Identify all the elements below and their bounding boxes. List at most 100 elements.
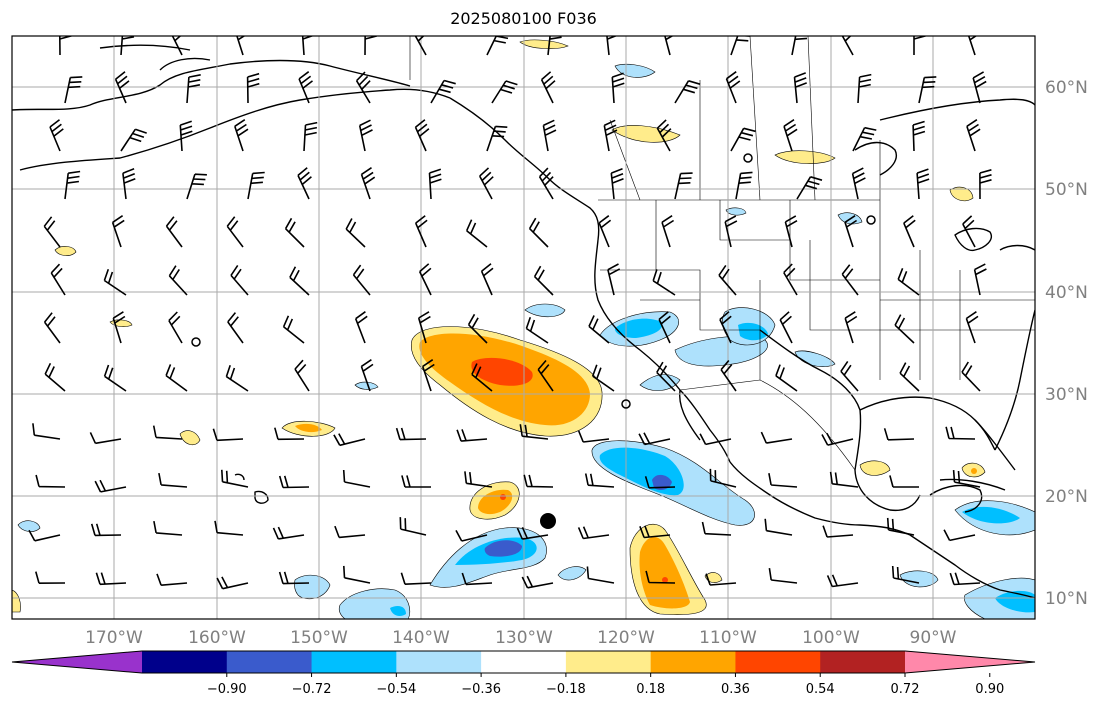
colorbar: −0.90 −0.72 −0.54 −0.36 −0.18 0.18 0.36 0.54 0.7… [11,650,1036,697]
wind-barb [516,526,549,540]
lon-label-140w: 140°W [392,628,450,648]
wind-barb [533,265,554,296]
wind-barb [168,311,183,344]
wind-barb [303,121,318,152]
lon-label-170w: 170°W [85,628,143,648]
wind-barb [891,565,920,584]
colorbar-segment [820,651,906,673]
wind-barb [661,215,675,248]
wind-barb [43,312,61,344]
wind-barb [674,172,693,200]
wind-barb [979,169,992,200]
wind-barb [28,529,61,542]
wind-barb [414,215,428,248]
wind-barb [826,574,859,588]
lon-label-90w: 90°W [910,628,957,648]
wind-barb [973,263,987,296]
wind-barb [966,119,981,152]
wind-barb [656,119,672,152]
wind-barb [598,215,612,248]
lat-label-20n: 20°N [1045,487,1088,507]
wind-barb [606,36,618,56]
wind-barb [274,427,305,441]
wind-barb [284,217,305,248]
lat-label-30n: 30°N [1045,385,1088,405]
wind-barb [278,571,310,585]
wind-barb [718,264,737,296]
wind-barb [214,520,244,536]
wind-barb [58,36,72,56]
wind-barb [764,518,793,536]
wind-barb [103,268,127,296]
wind-barb [540,71,556,104]
wind-barb [112,311,126,344]
wind-barb [841,36,854,56]
wind-barb [355,71,371,104]
wind-barb [50,263,66,296]
coastlines [12,44,1035,599]
wind-barb [730,36,750,56]
wind-barb [399,517,427,536]
wind-barb [674,80,701,104]
wind-barbs [28,36,992,590]
wind-barb [64,170,81,200]
open-circle-marker [621,399,631,409]
colorbar-tick-label: −0.90 [207,682,247,697]
wind-barb [456,429,488,442]
wind-barb [430,79,456,104]
wind-barb [725,71,741,104]
wind-barb [822,525,854,538]
wind-barb [730,127,756,152]
wind-barb [943,529,976,542]
colorbar-tick-label: 0.36 [721,682,750,697]
wind-barb [352,264,371,296]
wind-barb [967,36,978,56]
wind-barb [949,572,981,586]
wind-barb [120,128,147,152]
wind-barb [829,471,859,488]
wind-barb [234,119,249,152]
wind-barb [345,218,366,248]
wind-barb [821,432,854,446]
wind-barb [216,576,249,590]
wind-barb [768,473,798,488]
wind-barb [120,36,135,56]
wind-barb [521,575,554,589]
wind-barb [171,36,183,56]
wind-barb [961,361,981,392]
wind-barb [656,361,676,392]
wind-barb [916,168,930,200]
wind-barb [471,363,493,392]
wind-barb [645,570,676,584]
wind-barb [165,364,188,392]
wind-barb [912,120,926,152]
latitude-labels: 60°N 50°N 40°N 30°N 20°N 10°N [1045,78,1088,609]
wind-barb [95,572,127,586]
wind-barb [897,268,920,296]
wind-barb [603,119,618,152]
wind-barb [779,311,793,344]
lat-label-40n: 40°N [1045,283,1088,303]
wind-barb [638,432,671,446]
wind-barb [607,263,621,296]
wind-barb [588,315,610,344]
wind-barb [840,360,859,392]
wind-barb [230,264,249,296]
wind-barb [796,176,823,200]
wind-barb [664,36,674,56]
lat-label-60n: 60°N [1045,78,1088,98]
wind-barb [464,471,493,488]
wind-barb [591,364,615,392]
wind-barb [775,364,798,392]
state-borders [409,36,1035,471]
colorbar-tick-label: 0.18 [636,682,665,697]
colorbar-segment [396,651,482,673]
wind-barb [903,215,916,248]
lon-label-160w: 160°W [188,628,246,648]
wind-barb [525,316,549,344]
wind-barb [523,474,554,488]
wind-barb [783,263,798,296]
wind-barb [418,263,432,296]
wind-barb [519,424,549,440]
wind-barb [272,526,305,540]
